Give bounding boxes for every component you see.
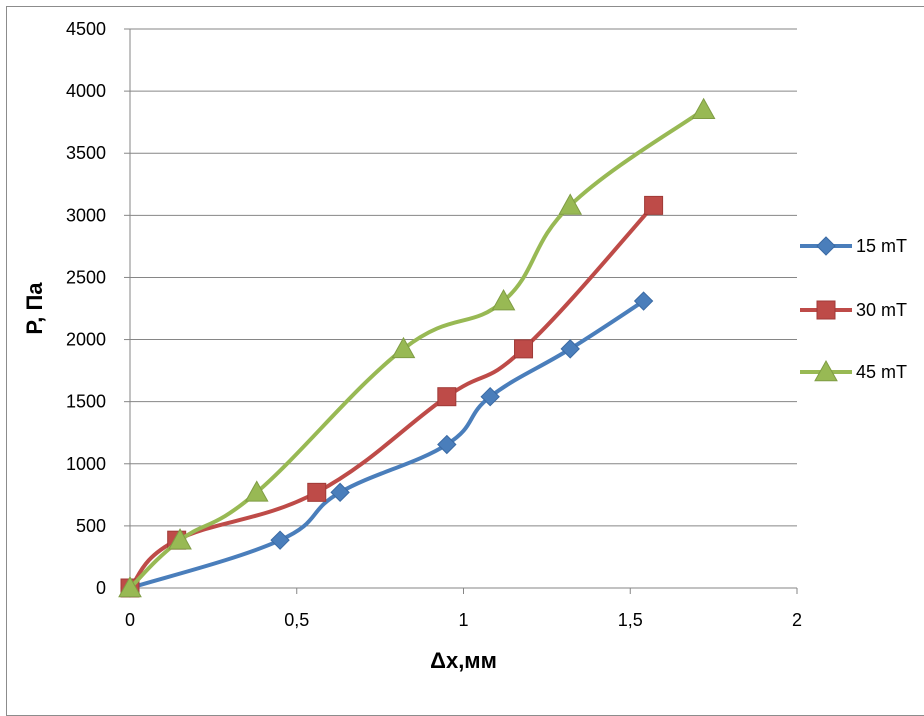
- series-line: [128, 108, 705, 590]
- series-group: [118, 97, 716, 598]
- data-point-triangle: [168, 528, 192, 550]
- y-tick-label: 3000: [66, 205, 106, 225]
- data-point-diamond: [270, 530, 290, 550]
- y-tick-label: 4500: [66, 19, 106, 39]
- x-tick-label: 1,5: [618, 610, 643, 630]
- data-point-triangle: [391, 336, 416, 359]
- legend-marker: [814, 359, 838, 382]
- series-3: [118, 97, 716, 598]
- data-point-triangle: [558, 193, 583, 215]
- y-tick-label: 3500: [66, 143, 106, 163]
- legend-label: 45 mT: [856, 362, 907, 382]
- legend-label: 30 mT: [856, 300, 907, 320]
- data-point-square: [307, 482, 327, 502]
- data-point-diamond: [633, 291, 654, 311]
- y-tick-label: 4000: [66, 81, 106, 101]
- data-point-diamond: [330, 482, 350, 503]
- data-point-square: [514, 339, 534, 359]
- y-tick-label: 500: [76, 516, 106, 536]
- y-tick-label: 2000: [66, 330, 106, 350]
- y-tick-label: 2500: [66, 267, 106, 287]
- x-tick-labels: 0 0,5 1 1,5 2: [125, 610, 802, 630]
- legend-marker: [816, 300, 836, 320]
- legend: 15 mT 30 mT 45 mT: [800, 236, 907, 382]
- series-1: [120, 291, 654, 598]
- data-point-triangle: [118, 575, 142, 598]
- axes: [124, 28, 798, 594]
- y-tick-label: 0: [96, 578, 106, 598]
- x-tick-label: 0,5: [284, 610, 309, 630]
- data-point-diamond: [437, 434, 457, 455]
- data-point-square: [437, 387, 457, 407]
- y-tick-label: 1000: [66, 454, 106, 474]
- legend-entry: 45 mT: [800, 359, 907, 382]
- y-tick-label: 1500: [66, 392, 106, 412]
- data-point-diamond: [560, 339, 580, 359]
- data-point-triangle: [491, 289, 516, 311]
- legend-entry: 15 mT: [800, 236, 907, 256]
- legend-entry: 30 mT: [800, 300, 907, 320]
- x-tick-label: 0: [125, 610, 135, 630]
- series-line: [128, 204, 656, 590]
- legend-marker: [816, 236, 836, 256]
- data-point-triangle: [691, 97, 716, 120]
- legend-label: 15 mT: [856, 236, 907, 256]
- data-point-diamond: [480, 386, 500, 407]
- y-tick-labels: 0 500 1000 1500 2000 2500 3000 3500 4000 4500: [66, 19, 106, 598]
- y-axis-title: P, Па: [22, 282, 47, 335]
- chart-frame: [6, 6, 924, 716]
- data-point-triangle: [244, 480, 269, 502]
- x-tick-label: 1: [458, 610, 468, 630]
- series-2: [120, 195, 664, 598]
- data-point-square: [644, 195, 664, 215]
- gridlines: [130, 28, 797, 527]
- x-tick-label: 2: [792, 610, 802, 630]
- x-axis-title: Δx,мм: [430, 648, 497, 673]
